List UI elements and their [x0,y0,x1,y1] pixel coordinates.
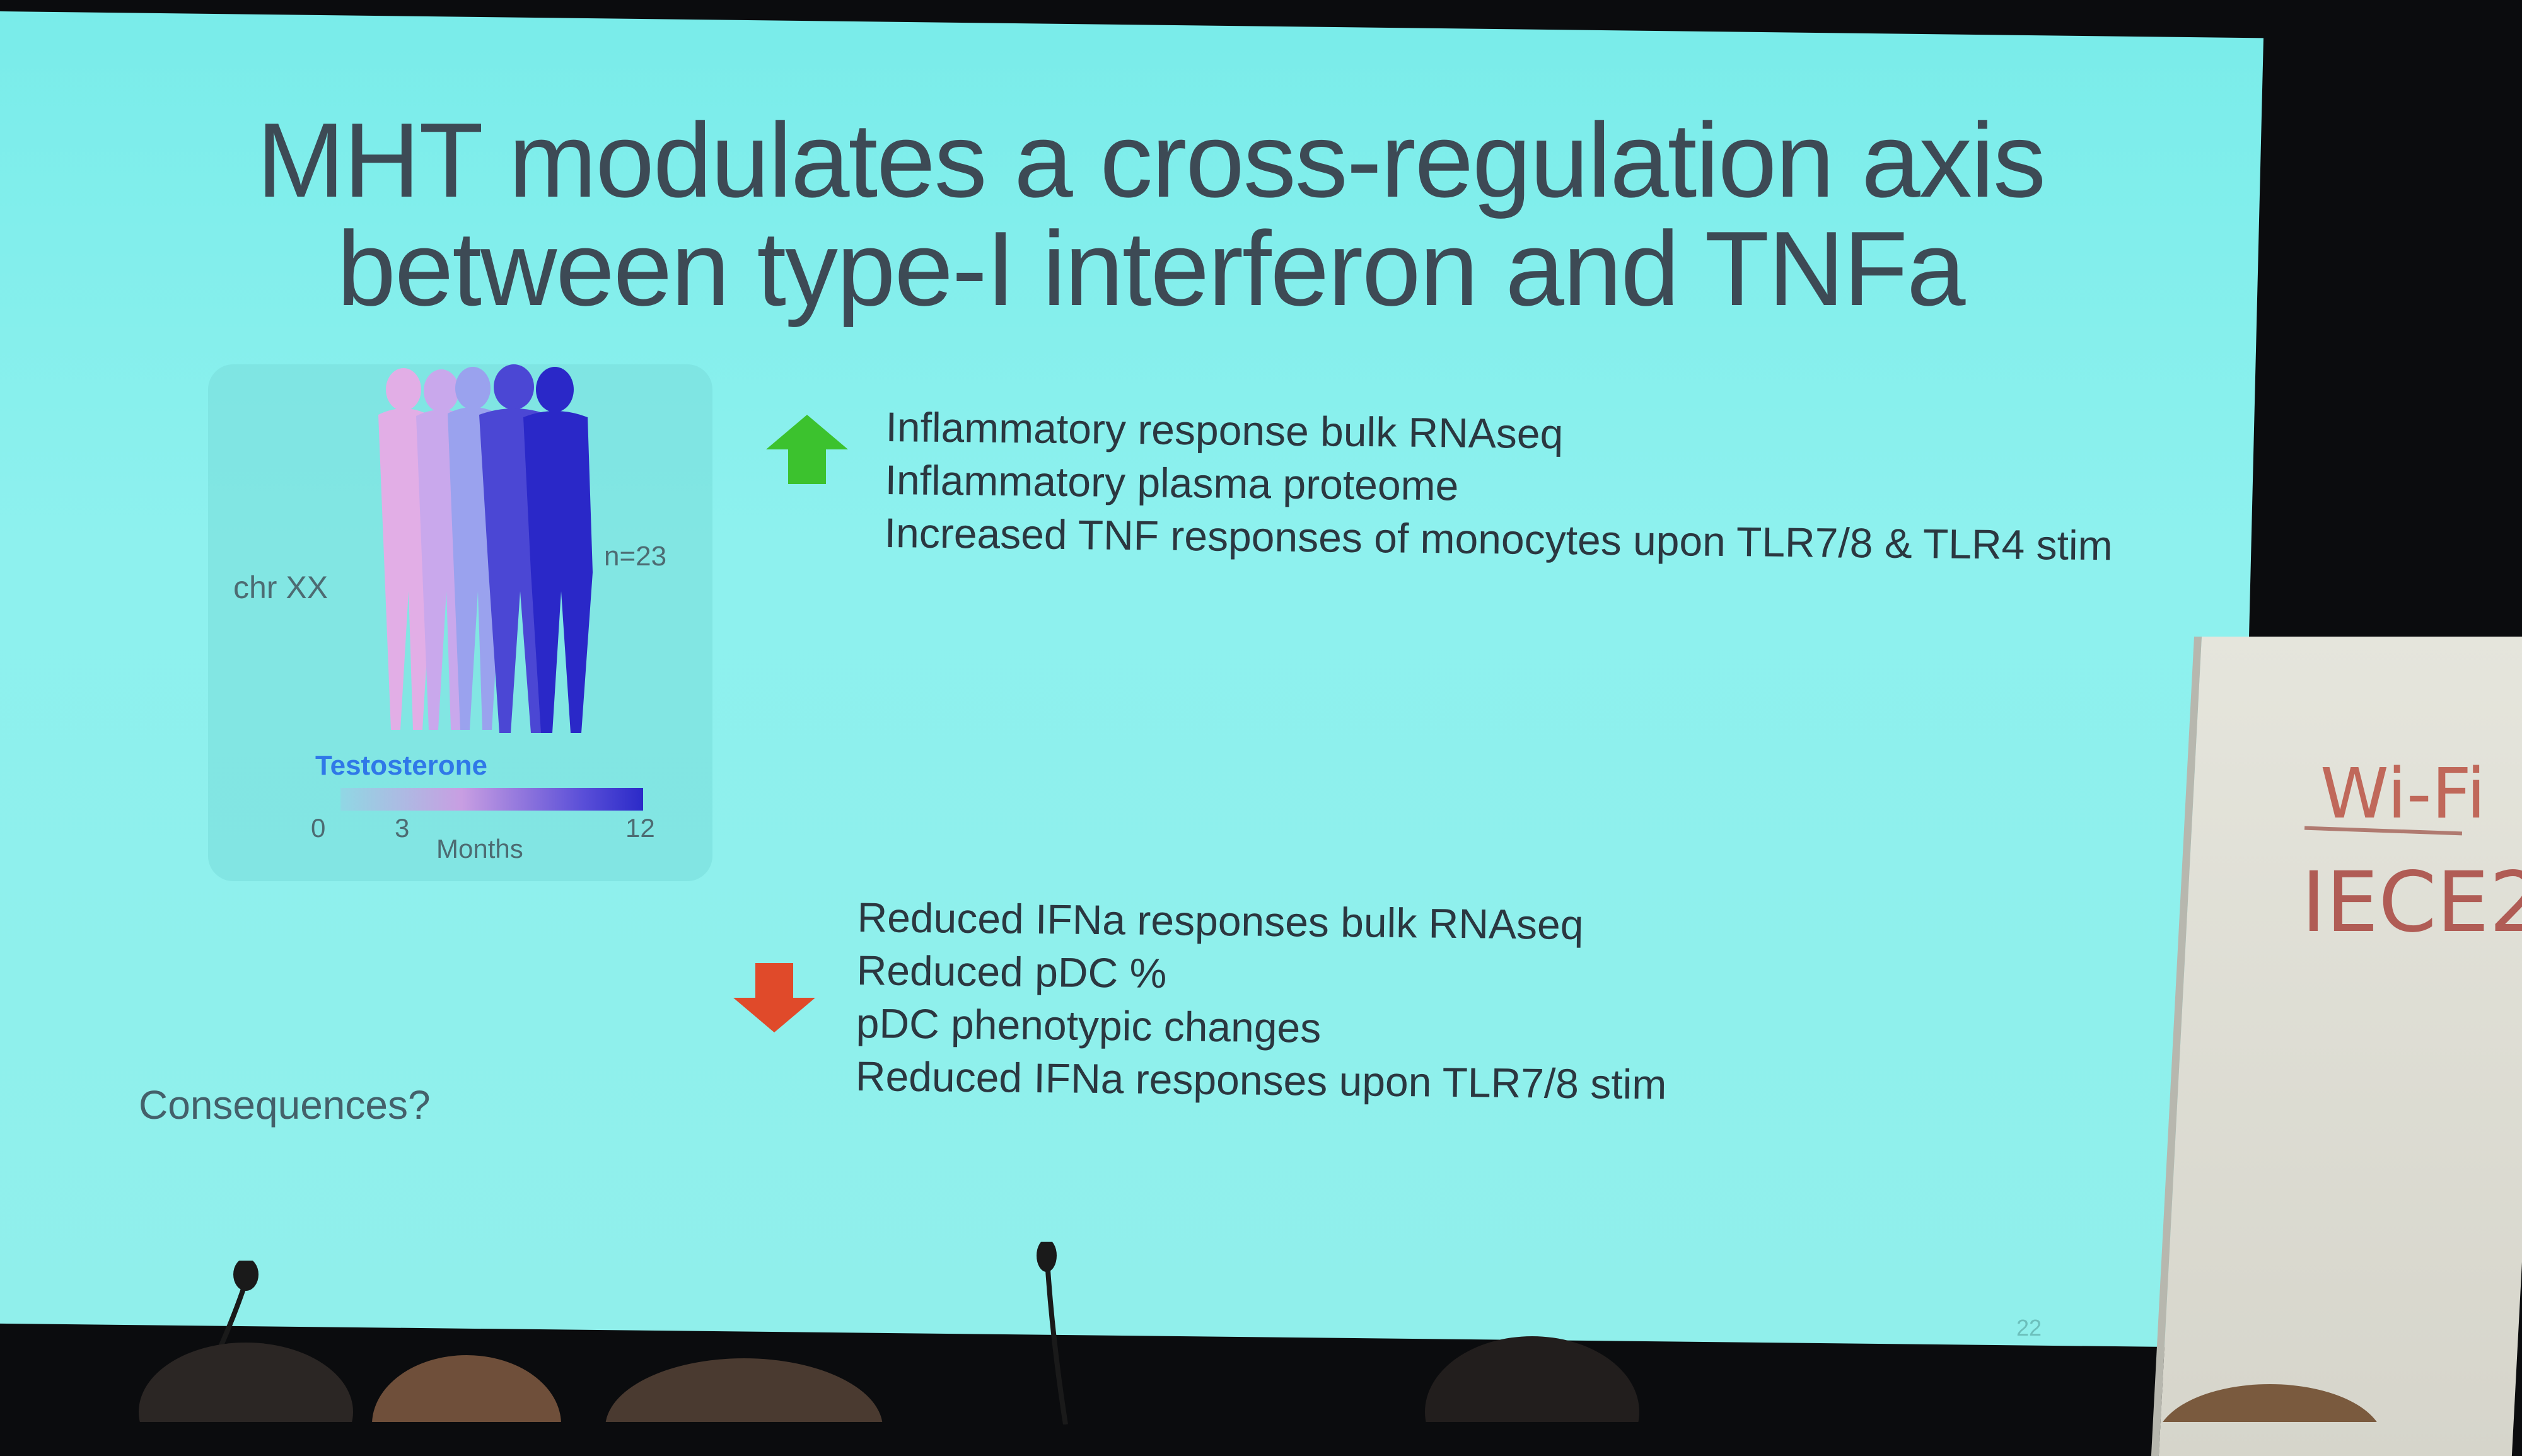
red-down-arrow-icon [733,963,815,1032]
flipchart-wifi-text: Wi-Fi [2320,753,2486,834]
list-item: Reduced IFNa responses bulk RNAseq [857,893,1584,949]
flipchart-network-text: IECE2 [2301,854,2522,951]
slide-page-number: 22 [2016,1315,2042,1341]
people-silhouettes-figure [378,364,593,733]
slide-title-line-1: MHT modulates a cross-regulation axis [256,101,2046,219]
sample-size-label: n=23 [604,541,667,572]
green-up-arrow-icon [766,415,848,484]
audience-heads [139,1336,2377,1422]
list-item: Reduced pDC % [856,946,1167,997]
tick-label-0: 0 [311,813,326,843]
testosterone-label: Testosterone [315,750,488,781]
chromosome-label: chr XX [233,570,328,605]
projected-slide: MHT modulates a cross-regulation axis be… [0,11,2263,1348]
silhouette-1 [378,368,432,730]
months-label: Months [436,834,523,864]
testosterone-gradient-bar [340,788,643,811]
slide-title: MHT modulates a cross-regulation axis be… [189,106,2112,323]
microphone-center-icon [1037,1242,1068,1424]
tick-label-3: 3 [395,813,410,843]
reduced-findings-list: Reduced IFNa responses bulk RNAseq Reduc… [855,891,1668,1111]
tick-label-12: 12 [625,813,655,843]
list-item: Reduced IFNa responses upon TLR7/8 stim [855,1052,1667,1108]
silhouette-5 [523,367,593,733]
slide-title-line-2: between type-I interferon and TNFa [337,209,1965,328]
increased-findings-list: Inflammatory response bulk RNAseq Inflam… [884,400,2113,572]
consequences-text: Consequences? [139,1082,431,1128]
list-item: pDC phenotypic changes [856,999,1322,1051]
